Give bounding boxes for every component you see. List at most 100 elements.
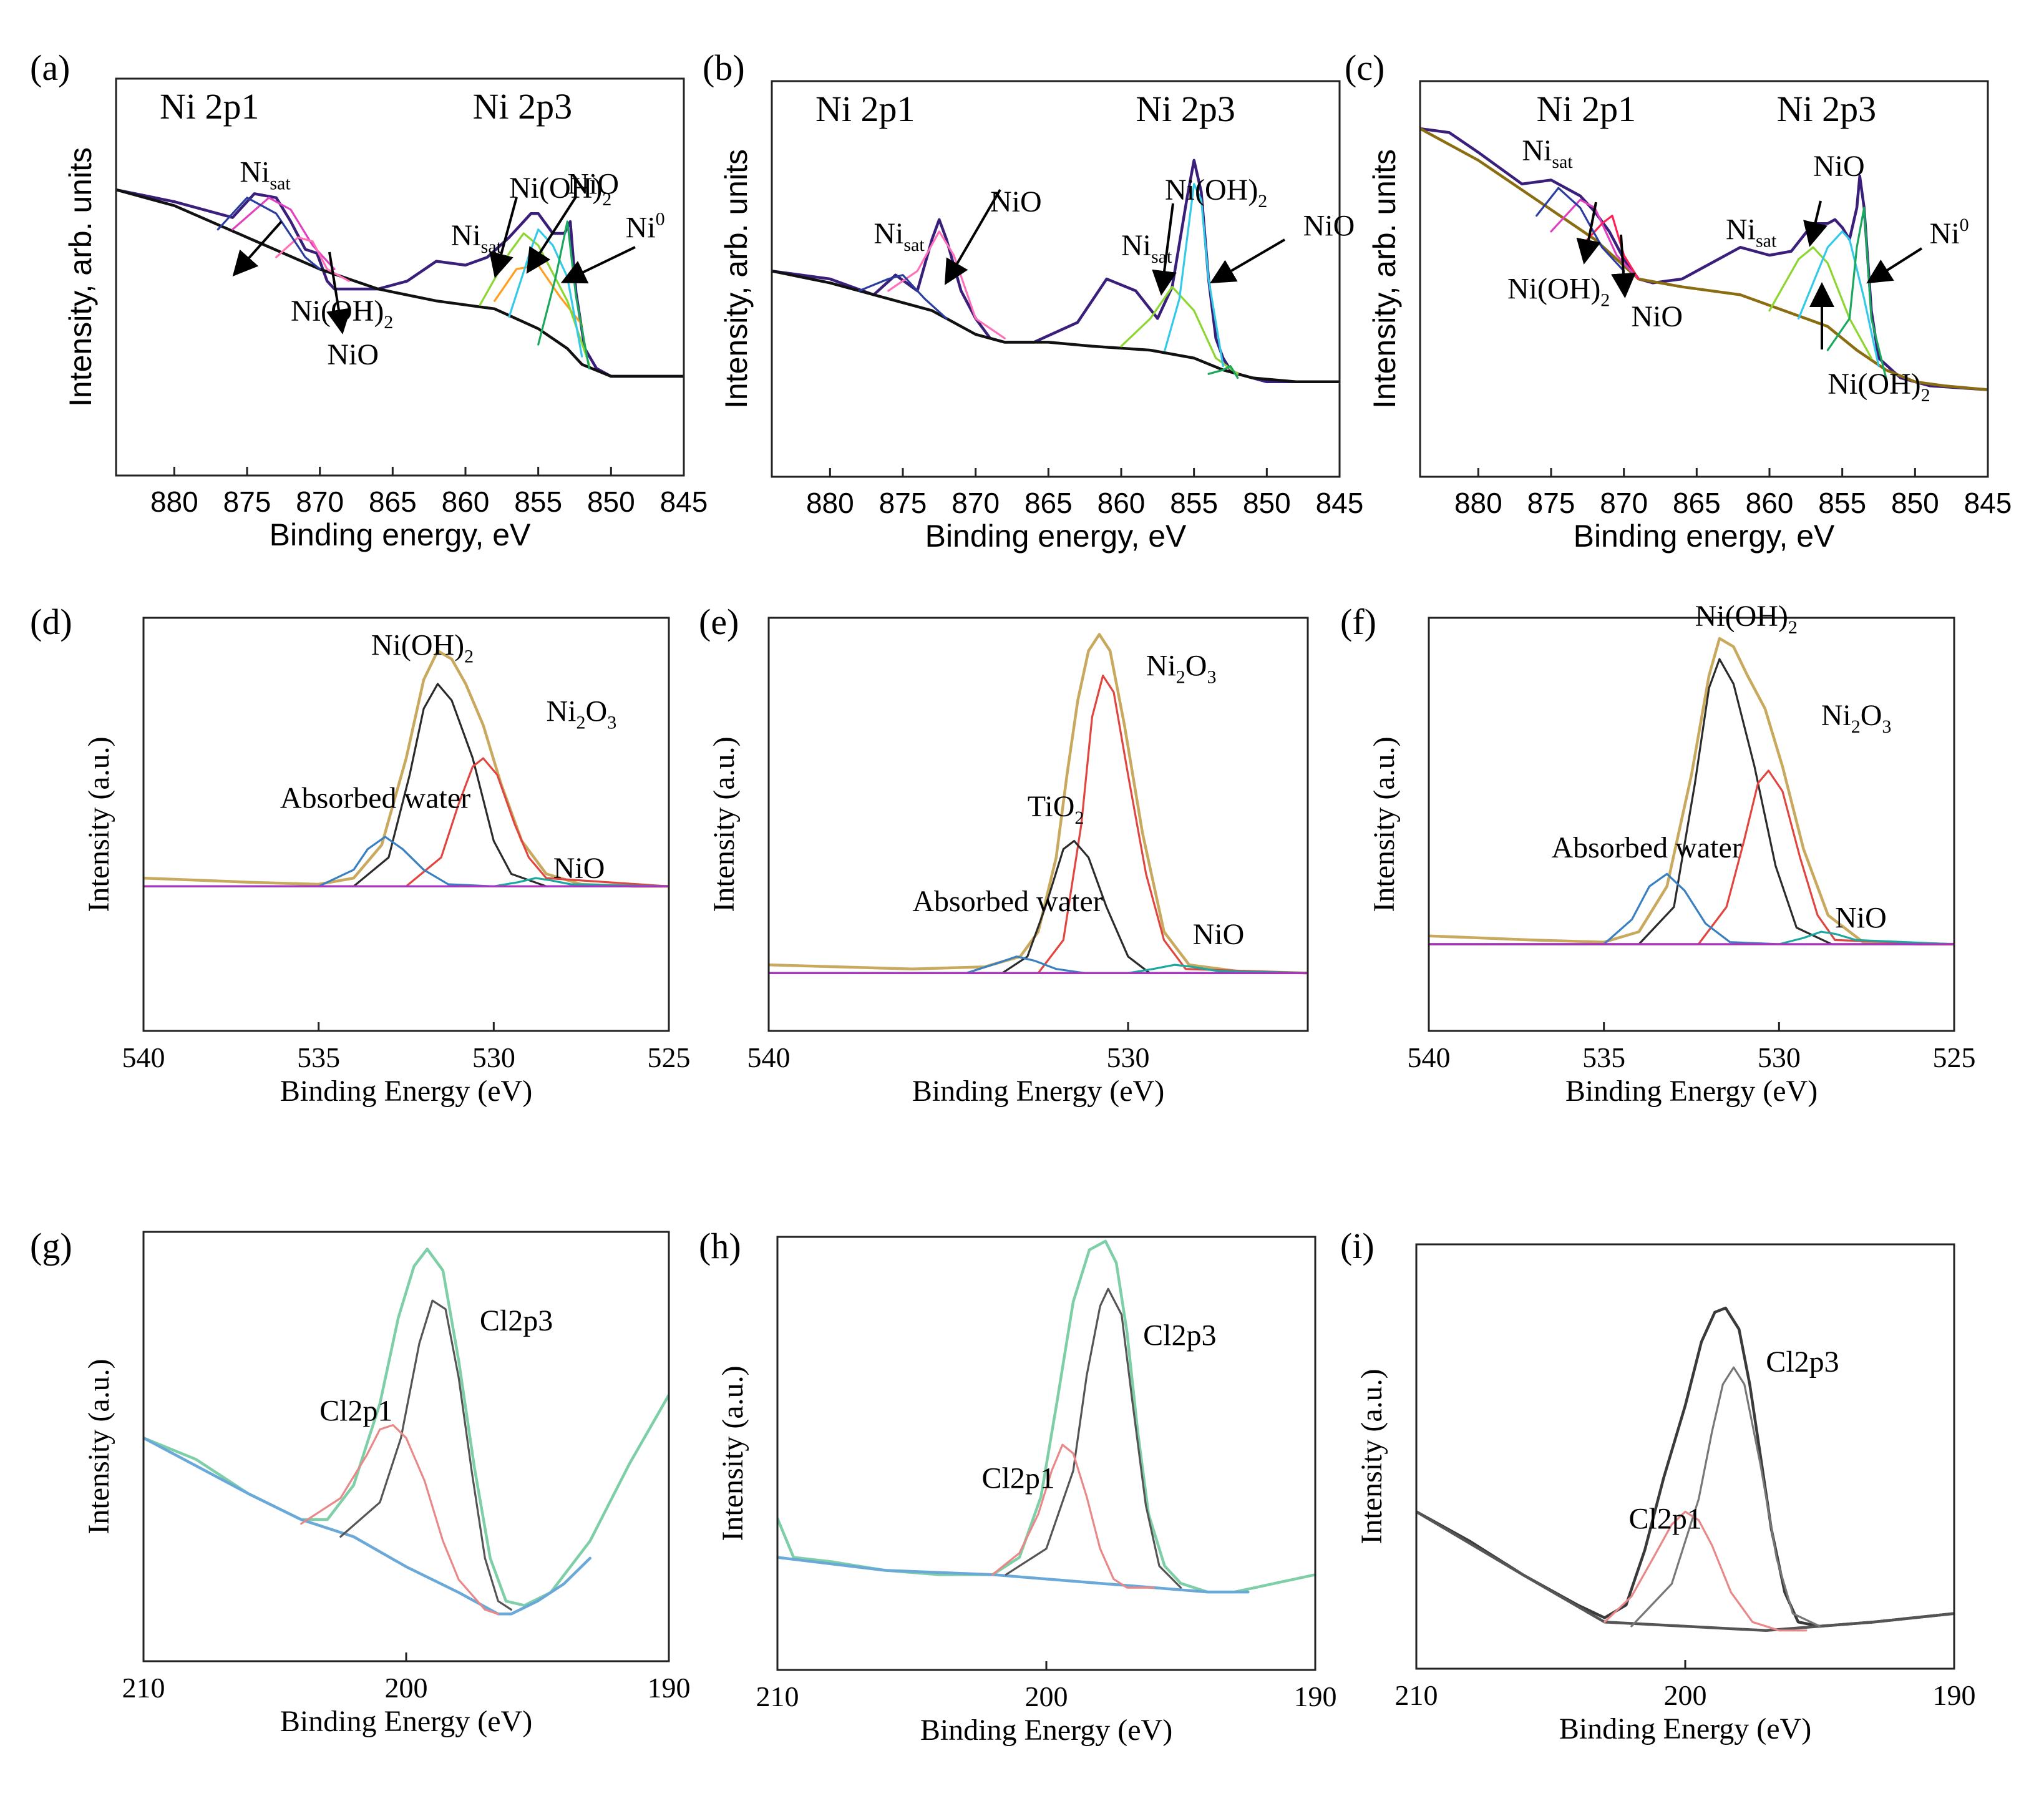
series-ni-oh-2: [144, 683, 669, 887]
x-tick-label: 210: [122, 1672, 165, 1704]
y-axis-label: Intensity (a.u.): [82, 736, 115, 912]
series-2p1-sat: [1535, 187, 1625, 272]
x-tick-label: 845: [660, 486, 708, 518]
peak-annotation: Ni0: [1930, 215, 1969, 250]
series-group: [1429, 637, 1954, 946]
x-tick-label: 540: [747, 1042, 791, 1073]
x-tick-label: 865: [1673, 487, 1721, 519]
x-tick-label: 880: [1454, 487, 1502, 519]
x-axis-label: Binding energy, eV: [925, 519, 1187, 554]
peak-annotation: Nisat: [240, 155, 291, 193]
x-axis-label: Binding energy, eV: [270, 517, 531, 552]
x-tick-label: 875: [223, 486, 271, 518]
series-2p1-nio: [1579, 215, 1640, 280]
series-ni-oh-2: [1768, 246, 1872, 359]
peak-annotation: Cl2p1: [1628, 1503, 1701, 1536]
peak-annotation: Cl2p1: [982, 1462, 1055, 1495]
arrow-pointer: [232, 220, 283, 276]
x-tick-label: 855: [1818, 487, 1866, 519]
series-cl2p1: [991, 1443, 1156, 1589]
peak-annotation: Absorbed water: [1551, 831, 1741, 864]
arrow-pointer: [944, 188, 1001, 285]
series-2p1-nio: [275, 236, 350, 282]
series-envelope: [1429, 637, 1954, 946]
series-nio: [1164, 183, 1224, 368]
panel-label: (b): [703, 47, 745, 88]
series-cl2p1: [300, 1424, 500, 1615]
x-tick-label: 530: [472, 1042, 515, 1073]
x-tick-label: 860: [442, 486, 490, 518]
x-tick-label: 875: [879, 487, 927, 519]
x-tick-label: 845: [1316, 487, 1364, 519]
series-tio2: [769, 839, 1308, 974]
peak-annotation: Cl2p3: [1766, 1345, 1839, 1379]
annotation-arrows: [232, 188, 1923, 349]
x-tick-label: 865: [369, 486, 417, 518]
series-group: [1416, 1306, 1954, 1633]
series-cl2p3: [1005, 1287, 1182, 1589]
x-tick-label: 870: [951, 487, 1000, 519]
x-tick-label: 880: [150, 486, 198, 518]
peak-annotation: Nisat: [451, 219, 502, 257]
peak-annotation: Cl2p1: [319, 1395, 392, 1428]
x-tick-label: 855: [514, 486, 562, 518]
arrow-pointer: [1210, 238, 1286, 284]
plot-frame: [142, 617, 670, 1032]
x-tick-label: 210: [756, 1681, 799, 1712]
series-2p1-sat: [858, 274, 948, 320]
series-group: [769, 633, 1308, 975]
plot-frame: [1419, 80, 1989, 478]
peak-annotation: Ni0: [626, 208, 665, 244]
series-group: [116, 188, 684, 378]
y-axis-label: Intensity, arb. units: [1367, 149, 1402, 409]
peak-annotation: Ni(OH)2: [509, 172, 611, 210]
panel-c: (c) 880 875 870 865 860 855 850 845 Binding energ…: [1345, 47, 2012, 554]
x-tick-label: 860: [1097, 487, 1146, 519]
series-envelope: [777, 1239, 1315, 1594]
x-tick-label: 880: [806, 487, 854, 519]
panel-label: (g): [30, 1226, 72, 1266]
x-tick-label: 875: [1527, 487, 1575, 519]
peak-annotation: Nisat: [874, 217, 925, 255]
y-axis-label: Intensity (a.u.): [1368, 736, 1401, 912]
x-tick-label: 525: [1933, 1042, 1976, 1073]
series-background: [1416, 1510, 1954, 1633]
x-tick-label: 530: [1758, 1042, 1801, 1073]
x-tick-label: 540: [122, 1042, 165, 1073]
x-tick-label: 870: [1600, 487, 1648, 519]
arrow-pointer: [1866, 247, 1923, 284]
panel-label: (f): [1340, 602, 1376, 642]
y-axis-label: Intensity, arb. units: [719, 149, 754, 409]
plot-frame: [1428, 617, 1955, 1032]
series-envelope: [772, 159, 1340, 384]
arrow-pointer: [489, 197, 518, 278]
panel-a: (a) 880 875 870 865 860 855 850 845 Binding energ…: [30, 47, 708, 552]
x-tick-label: 860: [1746, 487, 1794, 519]
panel-label: (c): [1345, 47, 1385, 88]
spectrum-header: Ni 2p3: [1136, 89, 1235, 129]
plot-frame: [771, 80, 1341, 478]
x-tick-label: 200: [1025, 1681, 1068, 1712]
series-group: [144, 1247, 669, 1616]
arrow-pointer: [1803, 200, 1827, 247]
peak-annotation: TiO2: [1028, 790, 1084, 828]
peak-annotation: NiO: [1193, 918, 1245, 951]
peak-annotation: Nisat: [1121, 229, 1172, 267]
x-tick-label: 850: [1891, 487, 1939, 519]
series-absorbed-water: [1429, 872, 1954, 945]
x-tick-label: 850: [1243, 487, 1291, 519]
series-ni2o3: [769, 675, 1308, 974]
panel-label: (h): [699, 1226, 741, 1266]
series-ni0: [1826, 207, 1887, 379]
series-ni0: [537, 220, 590, 369]
spectrum-header: Ni 2p1: [160, 86, 260, 127]
peak-annotation: NiO: [1835, 902, 1887, 935]
arrow-pointer: [1611, 234, 1636, 298]
arrow-pointer: [326, 251, 351, 334]
x-tick-label: 870: [296, 486, 344, 518]
series-envelope: [144, 649, 669, 888]
x-tick-label: 200: [1664, 1679, 1707, 1711]
series-background: [116, 188, 684, 378]
series-envelope: [144, 1247, 669, 1607]
x-axis-label: Binding Energy (eV): [912, 1075, 1164, 1108]
